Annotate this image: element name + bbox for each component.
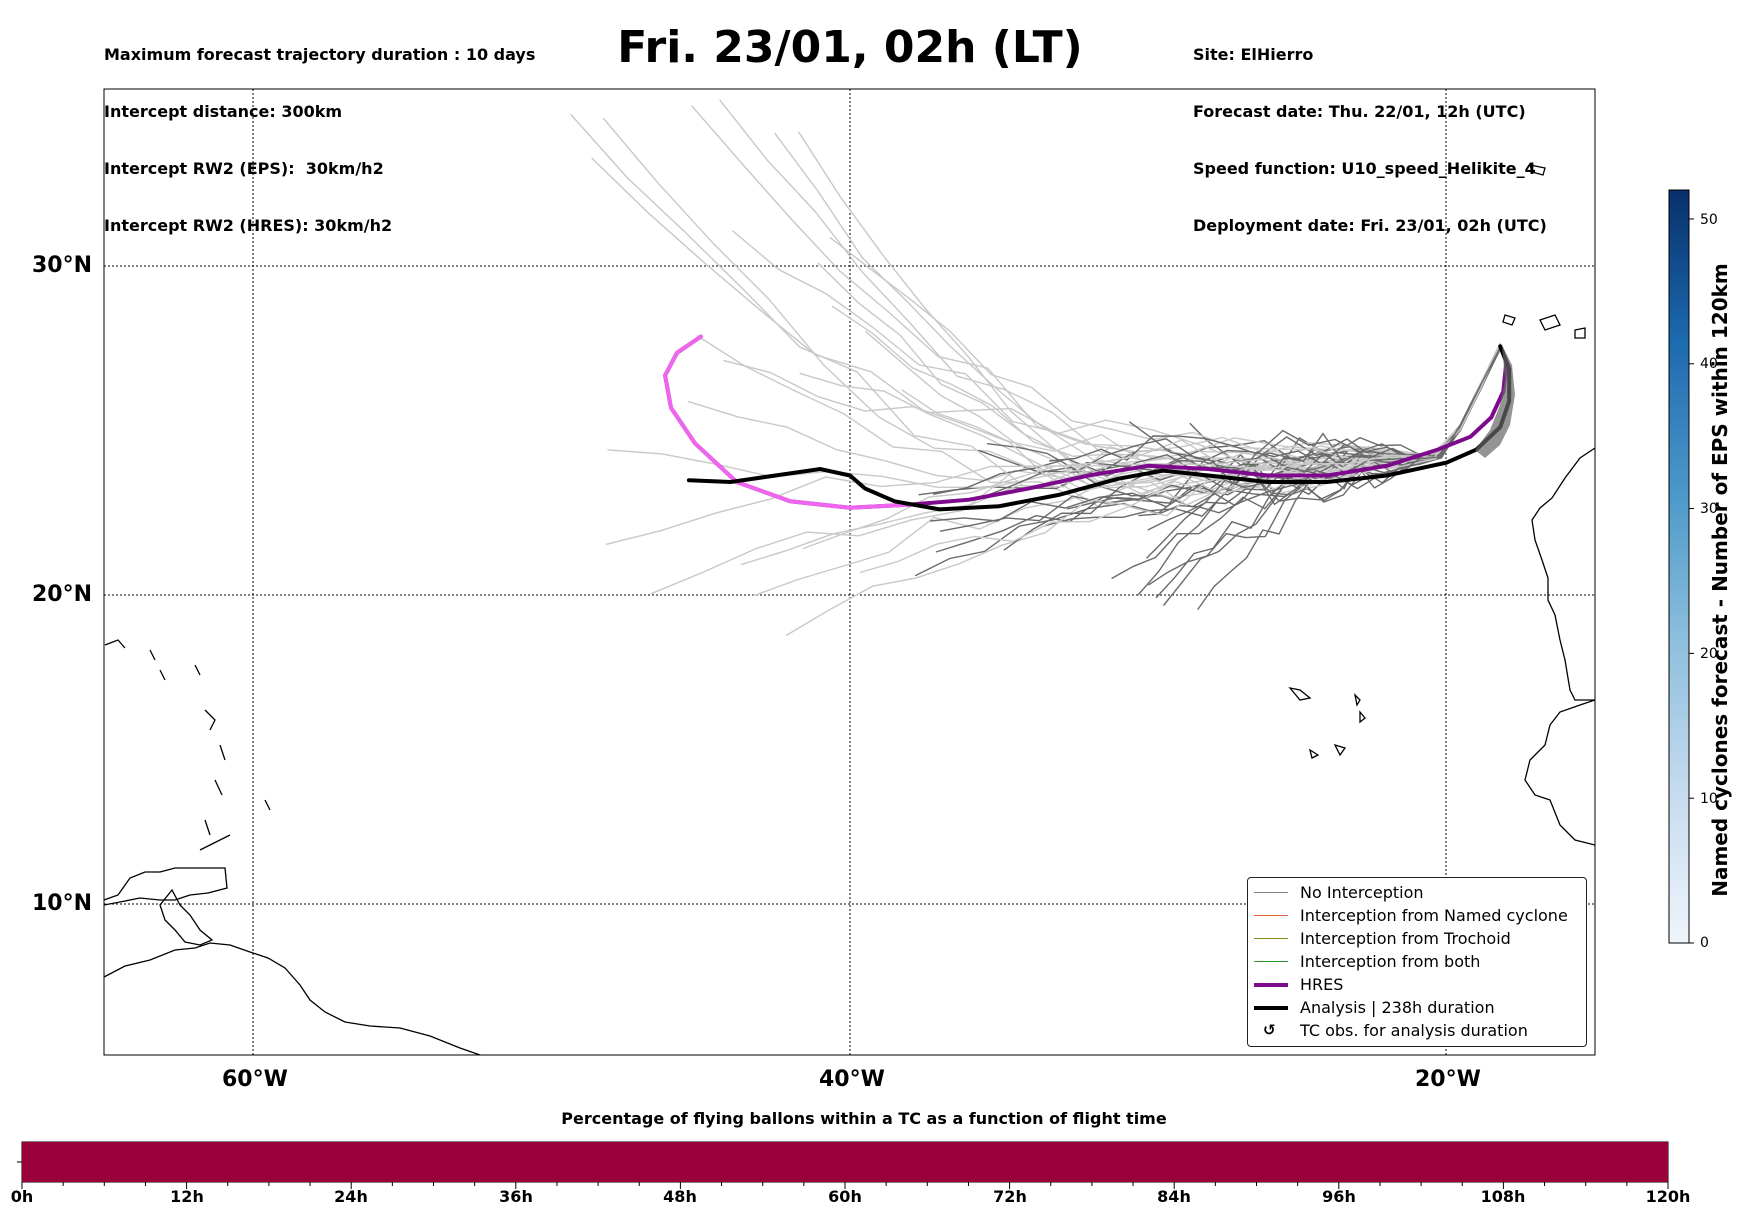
timebar-ticks — [21, 1182, 1669, 1189]
timebar-tick-label: 36h — [499, 1187, 533, 1206]
cyclone-icon: ↺ — [1263, 1021, 1276, 1039]
eps-trajectory — [901, 348, 1501, 506]
eps-trajectory — [696, 334, 1501, 505]
eps-trajectory — [1128, 346, 1501, 506]
eps-trajectory — [591, 157, 1501, 488]
coast-south-america — [104, 942, 481, 1055]
page-title: Fri. 23/01, 02h (LT) — [617, 22, 1083, 73]
lon-label-60w: 60°W — [222, 1067, 288, 1092]
colorbar-tick-label: 40 — [1700, 356, 1718, 372]
eps-trajectory — [829, 236, 1501, 460]
legend-swatch — [1254, 983, 1288, 987]
param-line: Intercept distance: 300km — [104, 102, 343, 121]
lat-label-20n: 20°N — [32, 582, 93, 607]
lon-label-20w: 20°W — [1415, 1067, 1481, 1092]
forecast-parameters: Maximum forecast trajectory duration : 1… — [104, 7, 535, 254]
coastlines — [104, 164, 1595, 1055]
legend-swatch — [1254, 1006, 1288, 1010]
timebar-tick-label: 0h — [10, 1187, 34, 1206]
timebar-fill — [22, 1142, 1668, 1182]
eps-trajectory — [605, 344, 1501, 546]
eps-trajectory — [774, 132, 1501, 499]
coast-lesser-antilles — [104, 639, 271, 851]
colorbar-tick-label: 0 — [1700, 935, 1709, 951]
lon-label-40w: 40°W — [819, 1067, 885, 1092]
info-line: Deployment date: Fri. 23/01, 02h (UTC) — [1193, 216, 1547, 235]
legend-label: TC obs. for analysis duration — [1300, 1021, 1528, 1040]
timebar-tick-label: 72h — [993, 1187, 1027, 1206]
info-line: Site: ElHierro — [1193, 45, 1314, 64]
cyclone-colorbar — [1668, 189, 1690, 944]
colorbar-tick-label: 30 — [1700, 501, 1718, 517]
eps-trajectory — [1049, 346, 1501, 462]
legend-swatch — [1254, 961, 1288, 962]
legend-label: Interception from both — [1300, 952, 1481, 971]
eps-trajectory — [932, 348, 1501, 495]
site-info: Site: ElHierro Forecast date: Thu. 22/01… — [1193, 7, 1547, 254]
legend-swatch — [1254, 938, 1288, 939]
coast-cape-verde — [1288, 687, 1366, 759]
colorbar-ticks — [1689, 218, 1694, 944]
timebar-title: Percentage of flying ballons within a TC… — [561, 1109, 1167, 1128]
eps-trajectory — [1197, 346, 1501, 611]
colorbar-tick-label: 20 — [1700, 646, 1718, 662]
timebar-tick-label: 12h — [170, 1187, 204, 1206]
map-frame — [103, 88, 1596, 1056]
legend-label: Interception from Named cyclone — [1300, 906, 1568, 925]
colorbar-label: Named cyclones forecast - Number of EPS … — [1708, 263, 1732, 897]
timebar-tick-label: 60h — [828, 1187, 862, 1206]
lat-label-30n: 30°N — [32, 253, 93, 278]
info-line: Speed function: U10_speed_Helikite_4 — [1193, 159, 1536, 178]
eps-trajectories — [570, 99, 1501, 637]
legend-label: Interception from Trochoid — [1300, 929, 1511, 948]
legend-label: HRES — [1300, 975, 1344, 994]
coast-africa — [1524, 447, 1595, 846]
timebar-tick-label: 84h — [1157, 1187, 1191, 1206]
param-line: Intercept RW2 (EPS): 30km/h2 — [104, 159, 384, 178]
timebar-tick-label: 48h — [663, 1187, 697, 1206]
hres-trajectory-tail — [663, 334, 912, 510]
legend-swatch — [1254, 892, 1288, 893]
legend-label: Analysis | 238h duration — [1300, 998, 1495, 1017]
timebar-tick-label: 96h — [1322, 1187, 1356, 1206]
param-line: Intercept RW2 (HRES): 30km/h2 — [104, 216, 393, 235]
analysis-trajectory — [686, 344, 1512, 512]
plume-shading — [1475, 345, 1515, 458]
legend: No Interception Interception from Named … — [1247, 877, 1587, 1047]
lat-label-10n: 10°N — [32, 891, 93, 916]
param-line: Maximum forecast trajectory duration : 1… — [104, 45, 536, 64]
colorbar-tick-label: 50 — [1700, 212, 1718, 228]
legend-label: No Interception — [1300, 883, 1424, 902]
timebar-tick-label: 108h — [1480, 1187, 1526, 1206]
coast-caribbean-islands — [104, 867, 228, 906]
eps-trajectory — [935, 347, 1501, 553]
eps-trajectory — [930, 346, 1501, 522]
info-line: Forecast date: Thu. 22/01, 12h (UTC) — [1193, 102, 1526, 121]
eps-trajectory — [691, 105, 1501, 458]
legend-swatch — [1254, 915, 1288, 916]
coast-trinidad — [159, 888, 214, 946]
timebar-tick-label: 120h — [1645, 1187, 1691, 1206]
coast-canary-islands — [1502, 164, 1586, 339]
colorbar-tick-label: 10 — [1700, 791, 1718, 807]
timebar-tick-label: 24h — [334, 1187, 368, 1206]
